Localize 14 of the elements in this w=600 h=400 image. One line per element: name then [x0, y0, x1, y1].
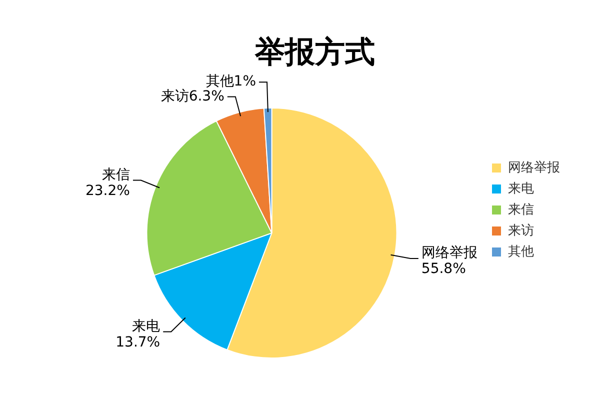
data-label: 23.2%: [85, 182, 130, 199]
legend-label: 来访: [508, 222, 534, 238]
slice-label: 网络举报: [421, 245, 478, 262]
slice-label: 来信: [102, 166, 130, 183]
legend-label: 网络举报: [508, 160, 560, 176]
legend-label: 来电: [508, 181, 534, 196]
data-label: 55.8%: [421, 261, 466, 278]
legend-label: 来信: [508, 202, 534, 218]
legend-label: 其他: [508, 244, 534, 260]
category-label: 其他1%: [206, 74, 256, 90]
slice-label: 来电: [132, 318, 160, 334]
chart-title: 举报方式: [254, 34, 375, 70]
category-label: 来访6.3%: [160, 88, 224, 104]
data-label: 13.7%: [116, 334, 160, 350]
